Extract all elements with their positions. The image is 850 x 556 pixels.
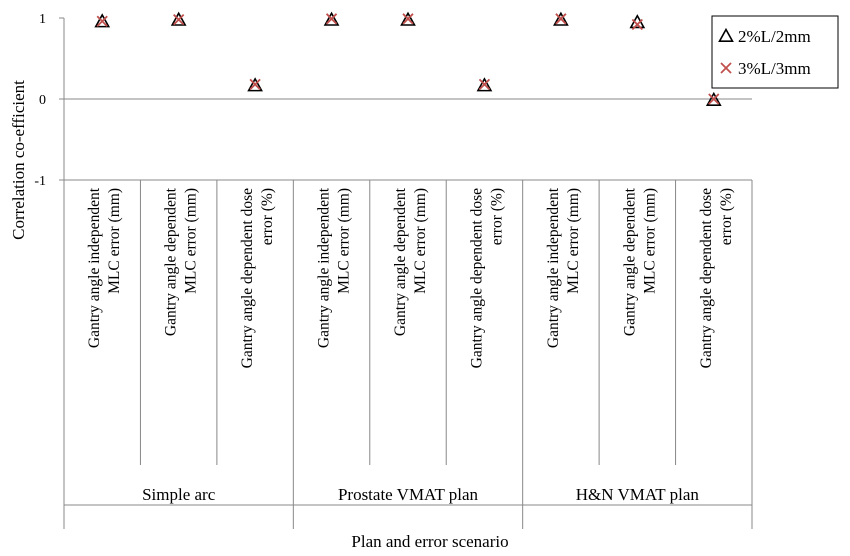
data-point-triangle (323, 11, 340, 26)
y-axis-title: Correlation co-efficient (9, 80, 28, 240)
category-label: Gantry angle dependent dose error (%) (698, 188, 735, 368)
data-point-x (478, 78, 491, 91)
category-label: Gantry angle independent MLC error (mm) (86, 187, 123, 348)
data-point-x (631, 18, 643, 31)
data-point-triangle (553, 11, 569, 26)
category-label: Gantry angle dependent MLC error (mm) (163, 187, 200, 336)
data-point-x (173, 13, 185, 26)
group-label: H&N VMAT plan (576, 485, 700, 504)
category-label: Gantry angle dependent dose error (%) (468, 188, 505, 368)
category-label: Gantry angle dependent MLC error (mm) (392, 187, 429, 336)
data-point-triangle (94, 13, 111, 28)
data-point-triangle (170, 11, 187, 26)
legend: 2%L/2mm 3%L/3mm (711, 15, 839, 89)
group-label: Simple arc (142, 485, 216, 504)
category-label: Gantry angle independent MLC error (mm) (316, 187, 353, 348)
data-point-x (325, 13, 338, 25)
data-point-triangle (705, 91, 722, 106)
x-axis-title: Plan and error scenario (351, 532, 508, 551)
category-label: Gantry angle dependent dose error (%) (239, 188, 276, 368)
category-label: Gantry angle dependent MLC error (mm) (621, 187, 658, 336)
data-point-triangle (247, 77, 263, 92)
data-point-x (555, 13, 567, 25)
legend-label: 2%L/2mm (738, 27, 811, 46)
legend-label: 3%L/3mm (738, 59, 811, 78)
legend-marker-triangle (718, 27, 734, 43)
data-point-x (249, 78, 261, 91)
legend-box (711, 15, 839, 89)
data-point-triangle (400, 11, 416, 26)
data-point-x (402, 13, 414, 25)
category-label: Gantry angle independent MLC error (mm) (545, 187, 582, 348)
data-point-triangle (476, 77, 493, 92)
legend-marker-x (720, 62, 732, 74)
group-label: Prostate VMAT plan (338, 485, 479, 504)
data-point-x (96, 15, 108, 27)
y-tick-label: 0 (39, 93, 46, 108)
y-tick-label: 1 (39, 12, 46, 27)
y-tick-label: -1 (34, 174, 46, 189)
data-point-x (708, 93, 720, 105)
